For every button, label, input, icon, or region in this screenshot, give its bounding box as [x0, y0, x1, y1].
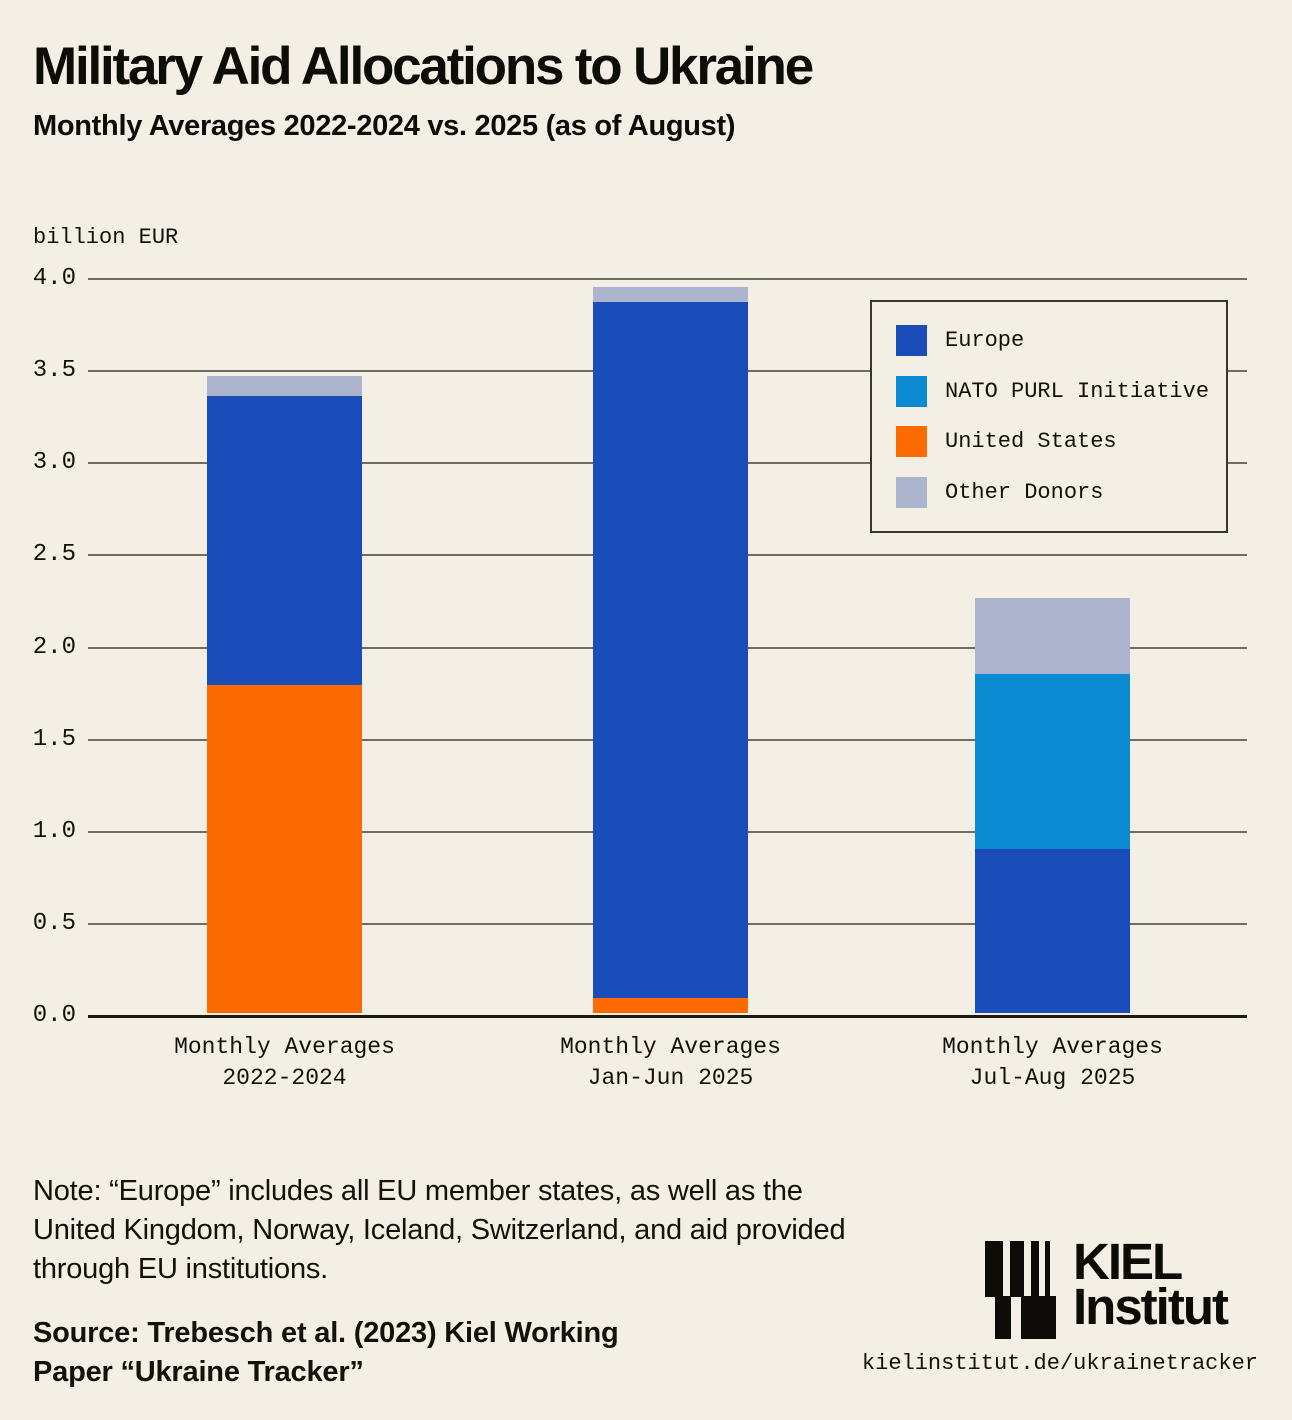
legend-label: NATO PURL Initiative: [945, 378, 1210, 404]
kiel-institut-logo: KIEL Institut: [985, 1236, 1229, 1344]
legend-item-other-donors: Other Donors: [872, 476, 1226, 508]
x-axis-baseline: [88, 1015, 1247, 1018]
kiel-logo-line2: Institut: [1073, 1278, 1229, 1335]
bar-segment-other-donors: [975, 598, 1130, 674]
kiel-logo-line1: KIEL: [1073, 1233, 1183, 1290]
y-tick-label-2.0: 2.0: [32, 633, 76, 661]
legend-label: Other Donors: [945, 479, 1104, 505]
footnote-text: Note: “Europe” includes all EU member st…: [33, 1175, 846, 1285]
legend-item-united-states: United States: [872, 426, 1226, 458]
tracker-url-text: kielinstitut.de/ukrainetracker: [861, 1351, 1258, 1376]
kiel-logo-bars-icon: [985, 1241, 1059, 1344]
stacked-bar-2: [593, 287, 748, 1013]
legend-item-europe: Europe: [872, 325, 1226, 357]
source-text: Source: Trebesch et al. (2023) Kiel Work…: [33, 1317, 619, 1388]
legend-item-nato-purl-initiative: NATO PURL Initiative: [872, 375, 1226, 407]
y-tick-label-3.0: 3.0: [32, 449, 76, 477]
bar-segment-other-donors: [593, 287, 748, 302]
x-axis-label-1: Monthly Averages 2022-2024: [174, 1034, 395, 1091]
chart-legend: Europe NATO PURL Initiative United States O…: [870, 300, 1228, 533]
stacked-bar-3: [975, 598, 1130, 1013]
y-axis-unit-label: billion EUR: [33, 225, 179, 250]
y-tick-label-2.5: 2.5: [32, 541, 76, 569]
bar-segment-united-states: [593, 998, 748, 1013]
bar-segment-other-donors: [207, 375, 362, 396]
y-tick-label-4.0: 4.0: [32, 265, 76, 292]
legend-label: Europe: [945, 328, 1025, 354]
page-title: Military Aid Allocations to Ukraine: [33, 37, 814, 96]
legend-label: United States: [945, 429, 1117, 455]
legend-swatch-icon: [896, 375, 927, 407]
bar-segment-united-states: [207, 685, 362, 1013]
bar-segment-europe: [207, 395, 362, 686]
bar-segment-nato-purl-initiative: [975, 674, 1130, 850]
x-axis-label-3: Monthly Averages Jul-Aug 2025: [942, 1034, 1163, 1091]
page-subtitle: Monthly Averages 2022-2024 vs. 2025 (as …: [33, 110, 736, 142]
gridline-4.0: [88, 278, 1247, 280]
bar-segment-europe: [593, 301, 748, 999]
stacked-bar-1: [207, 375, 362, 1013]
y-tick-label-0.0: 0.0: [32, 1002, 76, 1029]
bar-segment-europe: [975, 849, 1130, 1013]
kiel-logo-wordmark: KIEL Institut: [1073, 1236, 1229, 1332]
y-tick-label-0.5: 0.5: [32, 909, 76, 937]
legend-swatch-icon: [896, 476, 927, 508]
x-axis-label-2: Monthly Averages Jan-Jun 2025: [560, 1034, 781, 1091]
legend-swatch-icon: [896, 426, 927, 458]
y-tick-label-3.5: 3.5: [32, 357, 76, 385]
y-tick-label-1.5: 1.5: [32, 725, 76, 753]
legend-swatch-icon: [896, 325, 927, 357]
plot-area: [88, 278, 1247, 1018]
y-tick-label-1.0: 1.0: [32, 817, 76, 845]
